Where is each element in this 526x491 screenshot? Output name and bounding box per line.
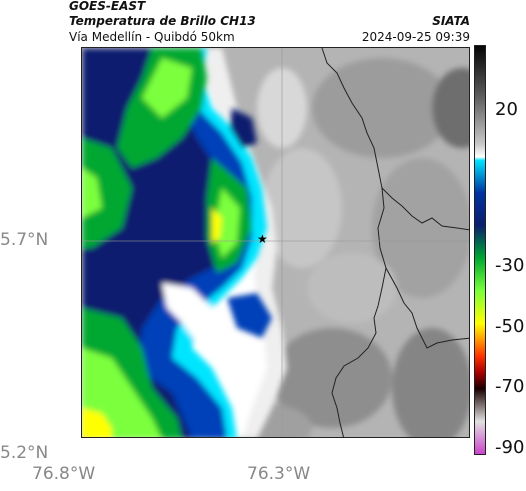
lat-tick: 5.7°N	[0, 230, 49, 250]
colorbar-label: -50	[495, 316, 525, 337]
colorbar-label: -90	[495, 437, 525, 458]
satellite-label: GOES-EAST	[69, 0, 146, 13]
satellite-map[interactable]: ★	[81, 47, 470, 438]
lat-tick: 5.2°N	[0, 443, 49, 463]
cold-cloud-field	[82, 48, 272, 437]
colorbar-label: -70	[495, 376, 525, 397]
lon-tick: 76.8°W	[32, 464, 96, 484]
route-label: Vía Medellín - Quibdó 50km	[69, 30, 235, 44]
gridlines	[82, 48, 469, 437]
star-icon: ★	[257, 232, 268, 246]
product-title: Temperatura de Brillo CH13	[69, 14, 256, 28]
colorbar	[474, 45, 486, 455]
colorbar-label: 20	[495, 99, 518, 120]
colorbar-label: -30	[495, 255, 525, 276]
map-image	[82, 48, 469, 437]
lon-tick: 76.3°W	[247, 464, 311, 484]
borders	[321, 48, 469, 437]
agency-label: SIATA	[432, 14, 470, 28]
timestamp-label: 2024-09-25 09:39	[361, 30, 470, 44]
